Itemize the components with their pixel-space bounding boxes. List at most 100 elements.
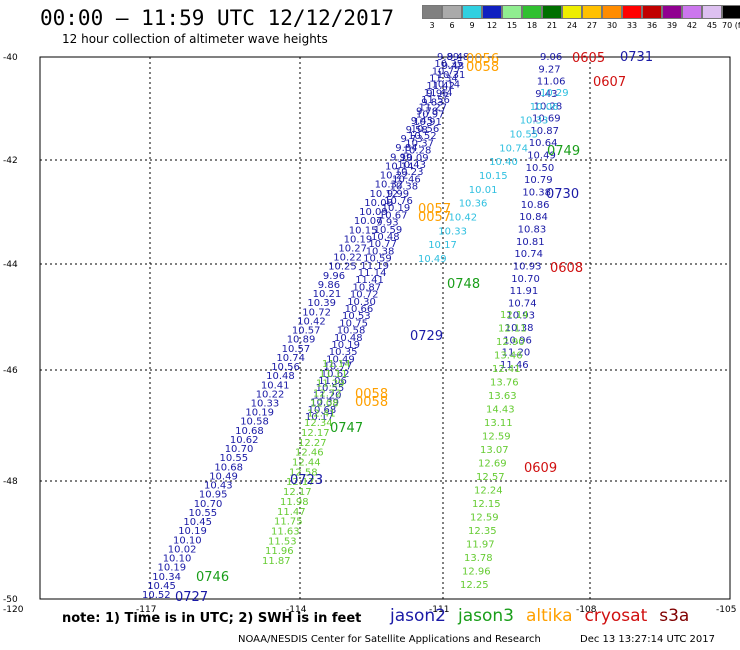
pass-time-label: 0605 bbox=[572, 51, 605, 66]
wave-height-reading: 10.72 bbox=[350, 290, 379, 301]
wave-height-reading: 12.17 bbox=[283, 487, 312, 498]
wave-height-reading: 10.64 bbox=[529, 138, 558, 149]
legend-swatch-label: 70 (ft) bbox=[722, 21, 740, 30]
wave-height-reading: 14.43 bbox=[486, 405, 515, 416]
longitude-label: -108 bbox=[576, 605, 597, 615]
longitude-label: -117 bbox=[136, 605, 156, 615]
legend-jason3: jason3 bbox=[458, 606, 514, 626]
wave-height-reading: 12.17 bbox=[286, 477, 315, 488]
page-subtitle: 12 hour collection of altimeter wave hei… bbox=[62, 32, 328, 46]
wave-height-reading: 11.14 bbox=[322, 359, 351, 370]
wave-height-reading: 12.46 bbox=[295, 448, 324, 459]
pass-time-label: 0057 bbox=[418, 210, 451, 225]
wave-height-reading: 10.09 bbox=[400, 153, 429, 164]
wave-height-reading: 10.70 bbox=[194, 499, 223, 510]
wave-height-reading: 12.41 bbox=[307, 408, 336, 419]
wave-height-reading: 9.96 bbox=[323, 271, 345, 282]
wave-height-reading: 10.41 bbox=[261, 380, 290, 391]
pass-time-label: 0056 bbox=[466, 52, 499, 67]
legend-swatch-label: 24 bbox=[566, 21, 578, 30]
wave-height-reading: 10.02 bbox=[168, 544, 197, 555]
pass-time-label: 0057 bbox=[418, 202, 451, 217]
wave-height-reading: 10.75 bbox=[339, 318, 368, 329]
wave-height-reading: 11.97 bbox=[466, 540, 495, 551]
wave-height-reading: 10.67 bbox=[379, 210, 408, 221]
color-scale-legend bbox=[422, 5, 740, 19]
wave-height-reading: 9.78 bbox=[416, 107, 438, 118]
wave-height-reading: 10.42 bbox=[297, 316, 326, 327]
wave-height-reading: 10.68 bbox=[308, 405, 337, 416]
wave-height-reading: 11.96 bbox=[265, 546, 294, 557]
legend-swatch bbox=[502, 5, 522, 19]
legend-swatch-label: 12 bbox=[486, 21, 498, 30]
wave-height-reading: 13.07 bbox=[480, 445, 509, 456]
wave-height-reading: 10.83 bbox=[518, 225, 547, 236]
pass-time-labels: 0056005800570057005800580605060706080609… bbox=[175, 50, 653, 605]
wave-height-reading: 10.77 bbox=[368, 239, 397, 250]
legend-swatch-label: 21 bbox=[546, 21, 558, 30]
legend-swatch-label: 9 bbox=[469, 21, 475, 30]
wave-height-reading: 10.01 bbox=[469, 185, 498, 196]
wave-height-reading: 10.74 bbox=[276, 353, 305, 364]
wave-height-reading: 10.17 bbox=[428, 240, 457, 251]
wave-height-reading: 10.09 bbox=[359, 207, 388, 218]
wave-height-reading: 10.08 bbox=[364, 198, 393, 209]
wave-height-reading: 11.06 bbox=[537, 77, 566, 88]
wave-height-reading: 10.56 bbox=[271, 362, 300, 373]
pass-time-label: 0729 bbox=[410, 329, 443, 344]
wave-height-reading: 13.11 bbox=[484, 418, 513, 429]
wave-height-reading: 11.87 bbox=[262, 556, 291, 567]
longitude-label: -111 bbox=[429, 605, 449, 615]
wave-height-reading: 10.45 bbox=[183, 517, 212, 528]
legend-swatch-label: 36 bbox=[646, 21, 658, 30]
wave-height-reading: 11.47 bbox=[277, 507, 306, 518]
wave-height-reading: 10.50 bbox=[526, 163, 555, 174]
wave-height-reading: 10.52 bbox=[142, 590, 171, 601]
wave-height-reading: 11.20 bbox=[502, 348, 531, 359]
wave-height-reading: 10.27 bbox=[338, 244, 367, 255]
wave-height-reading: 11.56 bbox=[421, 95, 450, 106]
wave-height-reading: 10.22 bbox=[333, 253, 362, 264]
wave-height-reading: 12.58 bbox=[289, 467, 318, 478]
wave-height-reading: 12.59 bbox=[470, 513, 499, 524]
pass-time-label: 0748 bbox=[447, 277, 480, 292]
wave-height-reading: 11.46 bbox=[500, 360, 529, 371]
wave-height-reading: 10.35 bbox=[329, 347, 358, 358]
pass-time-label: 0749 bbox=[547, 144, 580, 159]
wave-height-reading: 10.87 bbox=[530, 126, 559, 137]
wave-height-reading: 10.96 bbox=[503, 335, 532, 346]
wave-height-reading: 12.11 bbox=[498, 324, 527, 335]
wave-height-reading: 12.90 bbox=[496, 337, 525, 348]
wave-height-reading: 10.06 bbox=[530, 102, 559, 113]
axis-labels: -40 -42 -44 -46 -48 -50-120 -117 -114 -111 -108 -1… bbox=[3, 53, 736, 615]
pass-time-label: 0607 bbox=[593, 75, 626, 90]
wave-height-reading: 10.48 bbox=[334, 333, 363, 344]
wave-height-reading: 12.24 bbox=[474, 486, 503, 497]
wave-height-reading: 10.33 bbox=[251, 399, 280, 410]
altimeter-tracks: 9.8910.3510.7711.3411.4211.4411.5611.271… bbox=[142, 52, 569, 601]
wave-height-reading: 11.27 bbox=[419, 102, 448, 113]
wave-height-reading: 10.48 bbox=[266, 371, 295, 382]
wave-height-reading: 10.93 bbox=[513, 261, 542, 272]
wave-height-reading: 9.99 bbox=[390, 152, 412, 163]
wave-height-reading: 10.58 bbox=[337, 326, 366, 337]
legend-swatch-label: 3 bbox=[429, 21, 435, 30]
wave-height-reading: 10.91 bbox=[413, 117, 442, 128]
wave-height-reading: 9.48 bbox=[447, 52, 469, 63]
wave-height-reading: 12.15 bbox=[472, 499, 501, 510]
wave-height-reading: 10.14 bbox=[385, 161, 414, 172]
wave-height-reading: 10.66 bbox=[345, 304, 374, 315]
wave-height-reading: 10.74 bbox=[499, 143, 528, 154]
wave-height-reading: 9.45 bbox=[411, 116, 433, 127]
wave-height-reading: 11.53 bbox=[268, 536, 297, 547]
wave-height-reading: 10.43 bbox=[397, 160, 426, 171]
longitude-label: -105 bbox=[716, 605, 736, 615]
wave-height-reading: 10.48 bbox=[371, 232, 400, 243]
wave-height-reading: 11.11 bbox=[319, 369, 348, 380]
wave-height-reading: 10.17 bbox=[305, 412, 334, 423]
wave-height-reading: 10.39 bbox=[307, 298, 336, 309]
longitude-label: -120 bbox=[3, 605, 24, 615]
page-title: 00:00 — 11:59 UTC 12/12/2017 bbox=[40, 6, 395, 30]
map-grid bbox=[40, 57, 730, 599]
wave-height-reading: 10.70 bbox=[225, 444, 254, 455]
